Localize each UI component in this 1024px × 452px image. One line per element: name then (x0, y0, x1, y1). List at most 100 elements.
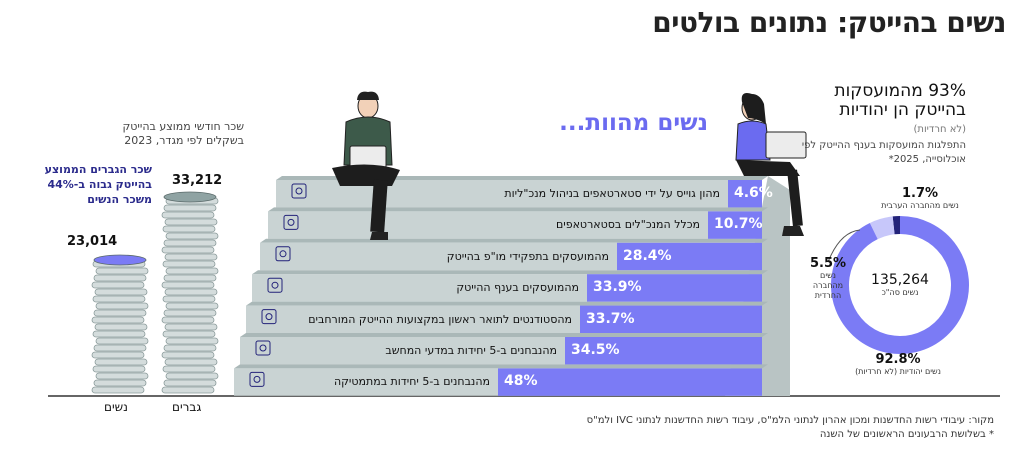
coin (165, 232, 219, 240)
coin-stack-top (93, 254, 147, 266)
coin (164, 323, 218, 331)
coin (161, 211, 215, 219)
stair-bar (728, 180, 762, 208)
stair-bar (498, 368, 762, 396)
donut-slice (831, 216, 969, 354)
stair-bar (565, 337, 762, 365)
coin (161, 246, 215, 254)
coin (163, 309, 217, 317)
coin (164, 358, 218, 366)
stair-bar (708, 211, 762, 239)
coin (162, 260, 216, 268)
stair-face (268, 211, 762, 239)
arab-women-label: 1.7% נשים מהחברה הערבית (880, 186, 960, 211)
monitor-icon (255, 340, 271, 356)
source-note: מקור: עיבודי רשות החדשנות ומכון אהרון לנ… (586, 415, 994, 426)
coin (164, 253, 218, 261)
stair-value: 34.5% (571, 342, 620, 358)
stair-label: מהון גוייס על ידי סטארטאפים בניהול מנכ"ל… (504, 187, 720, 200)
coin (95, 337, 149, 345)
stair-top (246, 301, 768, 306)
coin (165, 267, 219, 275)
coin (163, 204, 217, 212)
coin (161, 351, 215, 359)
coin (162, 295, 216, 303)
monitor-icon-detail (259, 344, 267, 352)
stair-label: מכלל המנכ"לים בסטארטאפים (555, 218, 700, 232)
stair-value: 48% (504, 373, 538, 390)
coin (95, 302, 149, 310)
donut-slice (869, 216, 895, 240)
calculator-icon (249, 371, 265, 387)
magnifier-icon-detail (279, 250, 287, 258)
magnifier-icon (275, 246, 291, 262)
jewish-women-text: נשים יהודיות (לא חרדיות) (855, 367, 941, 376)
woman-with-laptop-illustration (735, 93, 807, 236)
arab-women-text: נשים מהחברה הערבית (881, 201, 959, 210)
stair-value: 10.7% (714, 216, 763, 233)
stair-bar (587, 274, 762, 302)
stair-label: מהמועסקים בענף ההייטק (456, 281, 579, 295)
coin (93, 379, 147, 387)
coin (162, 365, 216, 373)
coin-stack-top (163, 191, 217, 203)
donut-center-value: 135,264 (871, 272, 929, 288)
coin (162, 225, 216, 233)
salary-caption: שכר חודשי ממוצע בהייטק בשקלים לפי מגדר, … (122, 120, 244, 147)
jewish-women-label: 92.8% נשים יהודיות (לא חרדיות) (846, 352, 950, 377)
coin (94, 358, 148, 366)
donut-heading: 93% מהמועסקות בהייטק הן יהודיות (לא חרדי… (786, 82, 966, 167)
coin (163, 344, 217, 352)
coin (91, 351, 145, 359)
donut-center: 135,264 נשים סה"כ (860, 272, 940, 297)
donut-center-label: נשים סה"כ (881, 288, 919, 297)
gear-icon-detail (271, 281, 279, 289)
coin (91, 386, 145, 394)
lightbulb-icon (283, 214, 299, 230)
stair-value: 28.4% (623, 247, 672, 264)
coin (94, 288, 148, 296)
coin (165, 337, 219, 345)
stair-bar (617, 242, 762, 271)
coin (164, 218, 218, 226)
coin (91, 281, 145, 289)
coin (91, 316, 145, 324)
population-donut (831, 216, 969, 354)
donut-subtitle: (לא חרדיות) (913, 124, 966, 135)
haredi-women-pct: 5.5% (809, 256, 847, 271)
coin (165, 302, 219, 310)
coin (92, 365, 146, 373)
page-title: נשים בהייטק: נתונים בולטים (652, 6, 1006, 39)
stair-value: 33.9% (593, 279, 642, 296)
coin (163, 239, 217, 247)
coin (161, 316, 215, 324)
graduation-cap-icon (261, 309, 277, 325)
stair-top (260, 238, 768, 243)
coin (93, 274, 147, 282)
coin (92, 330, 146, 338)
coin (161, 281, 215, 289)
salary-coin-stacks (91, 191, 219, 394)
stair-top (268, 207, 768, 212)
women-salary-value: 23,014 (67, 234, 118, 249)
stair-top (252, 270, 768, 275)
graduation-cap-icon-detail (265, 313, 273, 321)
men-salary-value: 33,212 (172, 173, 223, 188)
coin (93, 309, 147, 317)
calculator-icon-detail (253, 375, 261, 383)
stair-icons (249, 183, 307, 387)
coin (165, 372, 219, 380)
donut-leader-line (827, 229, 861, 263)
haredi-women-text: נשים מהחברה החרדית (812, 271, 844, 300)
coin (163, 379, 217, 387)
seedling-icon (291, 183, 307, 199)
men-axis-label: גברים (172, 400, 202, 414)
haredi-women-label: 5.5% נשים מהחברה החרדית (806, 256, 850, 301)
donut-title: 93% מהמועסקות בהייטק הן יהודיות (834, 81, 966, 120)
coin (95, 372, 149, 380)
stair-label: מהסטודנטים לתואר ראשון במקצועות ההייטק ה… (308, 312, 572, 326)
donut-description: התפלגות המועסקות בענף ההייטק לפי אוכלוסי… (801, 140, 966, 165)
stair-label: מהנבחנים ב-5 יחידות במתמטיקה (333, 375, 490, 389)
man-with-laptop-illustration (332, 91, 400, 240)
